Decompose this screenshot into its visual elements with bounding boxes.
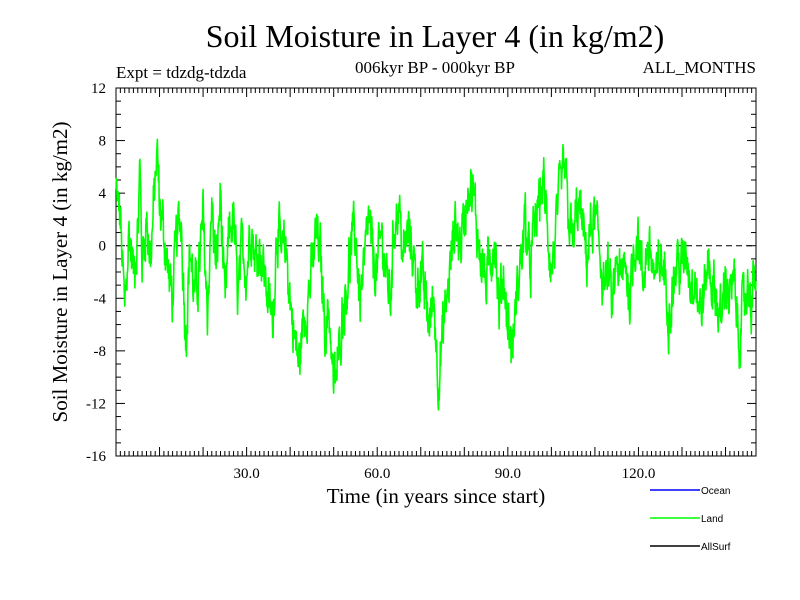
x-axis-label: Time (in years since start) bbox=[327, 484, 546, 508]
x-tick-label: 90.0 bbox=[495, 466, 521, 482]
x-tick-label: 60.0 bbox=[364, 466, 390, 482]
y-tick-label: -16 bbox=[86, 449, 106, 465]
legend-label-land: Land bbox=[701, 514, 723, 525]
legend-label-allsurf: AllSurf bbox=[701, 542, 731, 553]
y-tick-label: 0 bbox=[99, 239, 107, 255]
chart-title: Soil Moisture in Layer 4 (in kg/m2) bbox=[206, 18, 665, 54]
y-tick-label: -8 bbox=[94, 344, 107, 360]
legend-label-ocean: Ocean bbox=[701, 486, 730, 497]
y-axis: -16 -12 -8 -4 0 4 8 12 bbox=[86, 81, 756, 465]
x-tick-label: 120.0 bbox=[622, 466, 656, 482]
period-label: 006kyr BP - 000kyr BP bbox=[355, 58, 515, 77]
y-tick-label: 8 bbox=[99, 134, 107, 150]
legend: Ocean Land AllSurf bbox=[650, 486, 731, 553]
x-axis: 30.0 60.0 90.0 120.0 bbox=[119, 88, 753, 482]
y-axis-label: Soil Moisture in Layer 4 (in kg/m2) bbox=[48, 122, 72, 423]
y-tick-label: -4 bbox=[94, 291, 107, 307]
months-label: ALL_MONTHS bbox=[643, 58, 756, 77]
plot-area: -16 -12 -8 -4 0 4 8 12 30.0 60.0 90.0 120.0 bbox=[86, 81, 757, 482]
y-tick-label: -12 bbox=[86, 396, 106, 412]
y-tick-label: 4 bbox=[99, 186, 107, 202]
experiment-label: Expt = tdzdg-tdzda bbox=[116, 63, 247, 82]
series-line-land bbox=[115, 138, 757, 411]
y-tick-label: 12 bbox=[91, 81, 106, 97]
x-tick-label: 30.0 bbox=[233, 466, 259, 482]
